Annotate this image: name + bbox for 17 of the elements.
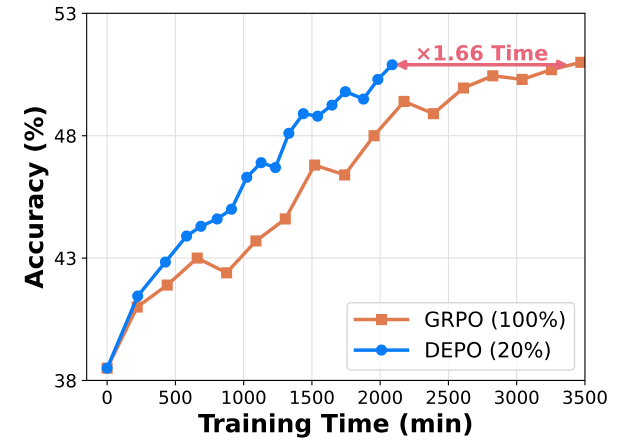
y-axis-title: Accuracy (%) <box>24 107 48 289</box>
y-tick-label: 43 <box>54 252 76 266</box>
x-tick-label: 1000 <box>222 390 266 404</box>
x-tick-label: 500 <box>160 390 192 404</box>
legend-label: DEPO (20%) <box>426 342 550 360</box>
legend-label: GRPO (100%) <box>425 311 564 330</box>
x-tick-label: 2500 <box>426 390 470 404</box>
x-axis-title: Training Time (min) <box>198 413 472 438</box>
y-tick-label: 48 <box>54 129 76 143</box>
annotation: ×1.66 Time <box>418 44 548 61</box>
x-tick-label: 1500 <box>290 390 334 404</box>
x-tick-label: 3000 <box>495 390 538 404</box>
y-tick-label: 53 <box>55 6 76 20</box>
x-tick-label: 0 <box>102 390 112 404</box>
x-tick-label: 3500 <box>563 390 607 404</box>
y-tick-label: 38 <box>55 374 76 388</box>
x-tick-label: 2000 <box>358 390 402 404</box>
